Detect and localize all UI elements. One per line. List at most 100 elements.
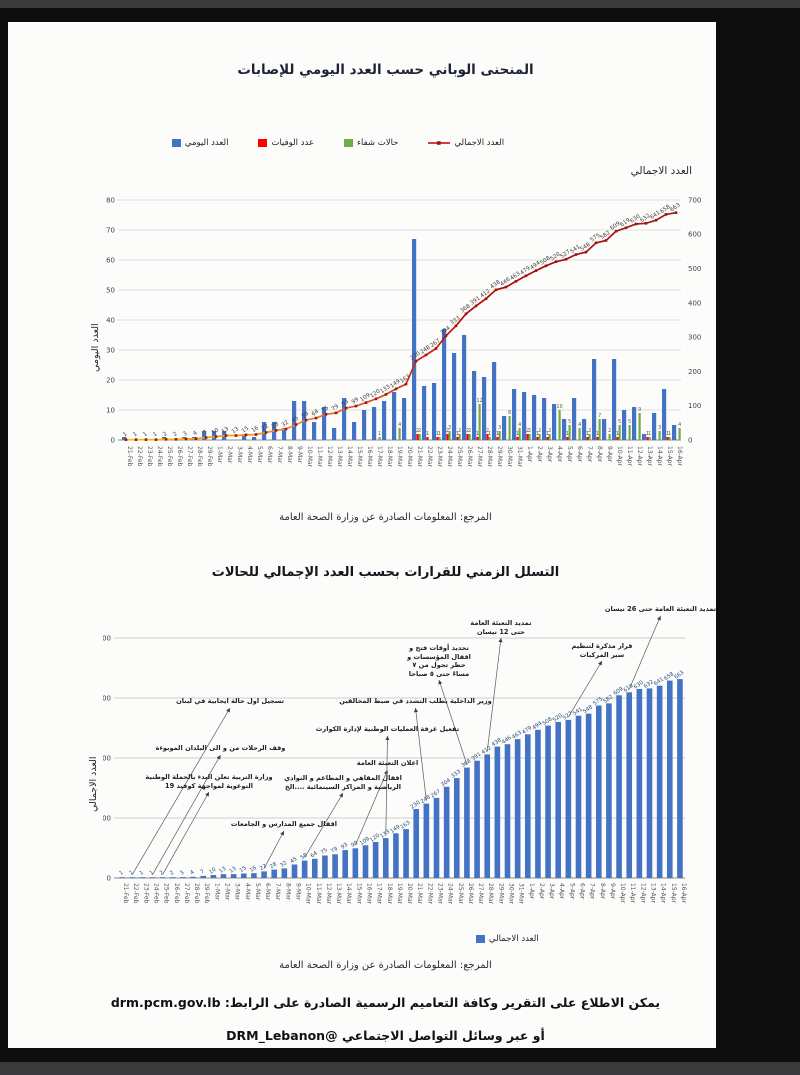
- value-label: 32: [281, 420, 290, 429]
- date-tick-label: 4-Mar: [246, 446, 253, 464]
- value-label: 3: [182, 430, 189, 437]
- date-tick-label: 20-Mar: [406, 883, 413, 905]
- date-tick-label: 6-Apr: [576, 446, 583, 463]
- value-label: 7: [202, 429, 209, 436]
- value-label: 2: [162, 431, 168, 438]
- total-bar: [433, 797, 440, 878]
- daily-bar: [672, 425, 677, 440]
- daily-bar: [562, 419, 567, 440]
- daily-bar: [522, 392, 527, 440]
- date-tick-label: 6-Apr: [579, 883, 586, 900]
- daily-bar: [432, 383, 437, 440]
- recoveries-bar: [658, 431, 661, 440]
- daily-bar: [342, 398, 347, 440]
- daily-bar: [322, 407, 327, 440]
- daily-bar: [292, 401, 297, 440]
- recoveries-bar: [498, 431, 501, 440]
- total-point: [644, 222, 648, 225]
- date-tick-label: 12-Apr: [639, 883, 646, 904]
- date-tick-label: 16-Mar: [366, 883, 373, 905]
- date-tick-label: 14-Mar: [346, 446, 353, 468]
- annotation-arrow: [355, 769, 388, 846]
- date-tick-label: 6-Mar: [264, 883, 271, 901]
- value-label: 64: [311, 408, 321, 417]
- total-bar: [677, 679, 683, 878]
- value-label: 520: [549, 251, 562, 262]
- deaths-bar: [436, 437, 439, 440]
- total-point: [454, 324, 458, 328]
- annotation-label: قرار مذكرة لتنظيم سير المركبات: [571, 642, 633, 659]
- total-bar: [382, 838, 389, 878]
- date-tick-label: 1-Apr: [526, 446, 533, 463]
- daily-bar: [492, 362, 497, 440]
- recoveries-bar: [678, 428, 681, 440]
- total-bar: [535, 729, 541, 878]
- value-label: 582: [599, 230, 611, 241]
- value-label: 368: [459, 303, 472, 314]
- value-label: 527: [559, 249, 572, 260]
- date-tick-label: 8-Mar: [286, 446, 293, 464]
- total-bar: [606, 703, 612, 878]
- value-label: 1: [616, 431, 619, 437]
- value-label: 1: [139, 870, 145, 877]
- value-label: 4: [518, 422, 521, 428]
- value-label: 93: [340, 842, 349, 851]
- value-label: 120: [369, 832, 381, 843]
- value-label: 520: [552, 712, 564, 723]
- date-tick-label: 9-Apr: [609, 883, 616, 900]
- recoveries-bar: [448, 431, 451, 440]
- date-tick-label: 24-Mar: [447, 883, 454, 905]
- value-label: 28: [271, 421, 281, 430]
- daily-bar: [212, 431, 217, 440]
- value-label: 609: [613, 686, 625, 697]
- date-tick-label: 12-Mar: [325, 883, 332, 905]
- total-point: [594, 241, 598, 245]
- total-point: [284, 427, 288, 431]
- date-tick-label: 11-Mar: [315, 883, 322, 905]
- daily-bar: [362, 410, 367, 440]
- date-tick-label: 12-Apr: [636, 446, 643, 467]
- value-label: 527: [562, 711, 574, 722]
- value-label: 412: [479, 288, 491, 299]
- date-tick-label: 26-Feb: [173, 883, 180, 904]
- value-label: 2: [468, 428, 471, 434]
- value-label: 2: [458, 428, 461, 434]
- recoveries-bar: [668, 437, 671, 440]
- legend-item-deaths: عدد الوفيات: [258, 138, 314, 148]
- value-label: 632: [643, 679, 655, 690]
- date-tick-label: 14-Apr: [656, 446, 663, 467]
- value-label: 1: [142, 431, 149, 438]
- daily-bar: [442, 329, 447, 440]
- recoveries-bar: [398, 428, 401, 440]
- total-bar: [342, 850, 349, 878]
- daily-count-swatch-icon: [171, 139, 181, 147]
- deaths-bar: [456, 437, 459, 440]
- recoveries-swatch-icon: [344, 139, 354, 147]
- value-label: 1: [566, 431, 569, 437]
- total-point: [294, 423, 298, 426]
- total-point: [544, 264, 548, 268]
- value-label: 500: [688, 265, 701, 273]
- value-label: 1: [152, 431, 159, 438]
- chart1-right-axis-title: العدد الاجمالي: [630, 165, 692, 177]
- total-bar: [484, 754, 491, 878]
- date-tick-label: 5-Mar: [256, 446, 263, 464]
- date-tick-label: 11-Apr: [629, 883, 636, 904]
- value-label: 100: [688, 402, 701, 410]
- total-bar: [230, 874, 237, 878]
- value-label: 582: [602, 694, 614, 705]
- value-label: 149: [389, 824, 401, 835]
- recoveries-bar: [618, 425, 621, 440]
- date-tick-label: 3-Apr: [546, 446, 553, 463]
- total-bar: [636, 689, 643, 878]
- value-label: 800: [103, 634, 111, 642]
- total-bar: [494, 746, 501, 878]
- total-point: [574, 253, 578, 256]
- date-tick-label: 10-Mar: [306, 446, 313, 468]
- value-label: 1: [666, 431, 669, 437]
- total-bar: [595, 705, 602, 878]
- daily-bar: [252, 437, 257, 440]
- value-label: 20: [106, 376, 115, 384]
- recoveries-bar: [568, 425, 571, 440]
- value-label: 1: [476, 431, 479, 437]
